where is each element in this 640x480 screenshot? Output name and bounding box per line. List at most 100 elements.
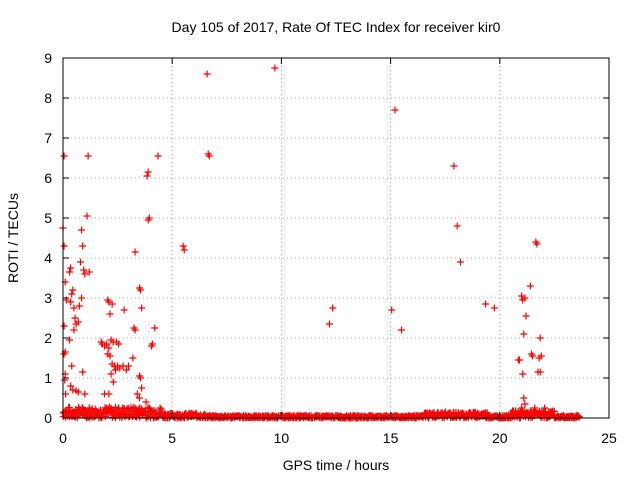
data-point bbox=[137, 286, 145, 294]
y-tick-label: 4 bbox=[44, 250, 52, 266]
data-point bbox=[144, 216, 152, 224]
data-point bbox=[545, 413, 553, 421]
data-point bbox=[113, 338, 121, 346]
y-tick-label: 7 bbox=[44, 130, 52, 146]
data-point bbox=[521, 400, 529, 408]
data-point bbox=[180, 246, 188, 254]
data-point bbox=[154, 152, 162, 160]
data-point bbox=[81, 270, 89, 278]
data-point bbox=[67, 298, 75, 306]
y-tick-label: 3 bbox=[44, 290, 52, 306]
data-point bbox=[70, 304, 78, 312]
data-point bbox=[100, 390, 108, 398]
data-point bbox=[66, 336, 74, 344]
data-point bbox=[75, 302, 83, 310]
data-point bbox=[142, 398, 150, 406]
data-point bbox=[325, 320, 333, 328]
data-point bbox=[125, 362, 133, 370]
data-point bbox=[531, 404, 539, 412]
data-point bbox=[131, 248, 139, 256]
data-point bbox=[74, 318, 82, 326]
data-point bbox=[78, 226, 86, 234]
data-point bbox=[456, 258, 464, 266]
data-point bbox=[60, 242, 68, 250]
data-point bbox=[111, 366, 119, 374]
data-point bbox=[521, 294, 529, 302]
data-point bbox=[80, 266, 88, 274]
data-point bbox=[157, 407, 165, 415]
data-point bbox=[518, 404, 526, 412]
data-point bbox=[103, 340, 111, 348]
data-point bbox=[522, 312, 530, 320]
data-point bbox=[60, 350, 68, 358]
data-point bbox=[71, 314, 79, 322]
y-axis-label: ROTI / TECUs bbox=[5, 193, 21, 283]
y-tick-label: 6 bbox=[44, 170, 52, 186]
data-point bbox=[74, 388, 82, 396]
data-point bbox=[106, 352, 114, 360]
plot-frame bbox=[62, 57, 610, 419]
data-point bbox=[156, 404, 164, 412]
data-point bbox=[108, 300, 116, 308]
data-point bbox=[60, 322, 68, 330]
data-point bbox=[78, 294, 86, 302]
y-tick-label: 5 bbox=[44, 210, 52, 226]
data-point bbox=[79, 242, 87, 250]
data-point bbox=[519, 370, 527, 378]
data-point bbox=[68, 290, 76, 298]
data-point bbox=[137, 374, 145, 382]
data-point bbox=[68, 362, 76, 370]
data-point bbox=[70, 326, 78, 334]
x-tick-label: 25 bbox=[601, 430, 617, 446]
data-point bbox=[131, 326, 139, 334]
data-point bbox=[271, 64, 279, 72]
data-point bbox=[526, 282, 534, 290]
data-point bbox=[203, 70, 211, 78]
data-point bbox=[450, 162, 458, 170]
y-tick-label: 2 bbox=[44, 330, 52, 346]
data-point bbox=[129, 354, 137, 362]
data-point bbox=[138, 384, 146, 392]
grid bbox=[63, 58, 609, 418]
data-point bbox=[533, 240, 541, 248]
data-point bbox=[65, 403, 73, 411]
x-axis-label: GPS time / hours bbox=[283, 457, 390, 473]
data-point bbox=[179, 242, 187, 250]
data-point bbox=[69, 386, 77, 394]
data-point bbox=[391, 106, 399, 114]
data-point bbox=[144, 403, 152, 411]
data-point bbox=[122, 366, 130, 374]
data-point bbox=[147, 342, 155, 350]
data-point bbox=[67, 382, 75, 390]
data-point bbox=[138, 304, 146, 312]
data-point bbox=[109, 378, 117, 386]
data-point bbox=[101, 413, 109, 421]
data-point bbox=[60, 152, 68, 160]
data-point bbox=[105, 344, 113, 352]
data-point bbox=[151, 324, 159, 332]
data-point bbox=[550, 407, 558, 415]
y-tick-label: 9 bbox=[44, 50, 52, 66]
data-point bbox=[536, 334, 544, 342]
data-point bbox=[66, 268, 74, 276]
data-point bbox=[106, 310, 114, 318]
data-point bbox=[144, 168, 152, 176]
data-point bbox=[398, 326, 406, 334]
data-point bbox=[135, 394, 143, 402]
chart-title: Day 105 of 2017, Rate Of TEC Index for r… bbox=[172, 19, 501, 35]
x-tick-label: 15 bbox=[383, 430, 399, 446]
data-point bbox=[537, 352, 545, 360]
data-point bbox=[69, 286, 77, 294]
axis-ticks: 0 5 10 15 20 25 0 1 2 3 4 5 6 7 8 9 bbox=[44, 50, 617, 446]
data-point bbox=[490, 304, 498, 312]
data-point bbox=[84, 152, 92, 160]
x-tick-label: 5 bbox=[168, 430, 176, 446]
data-point bbox=[143, 172, 151, 180]
data-point bbox=[133, 390, 141, 398]
data-point bbox=[536, 368, 544, 376]
data-point bbox=[515, 356, 523, 364]
x-tick-label: 0 bbox=[59, 430, 67, 446]
data-point bbox=[541, 404, 549, 412]
